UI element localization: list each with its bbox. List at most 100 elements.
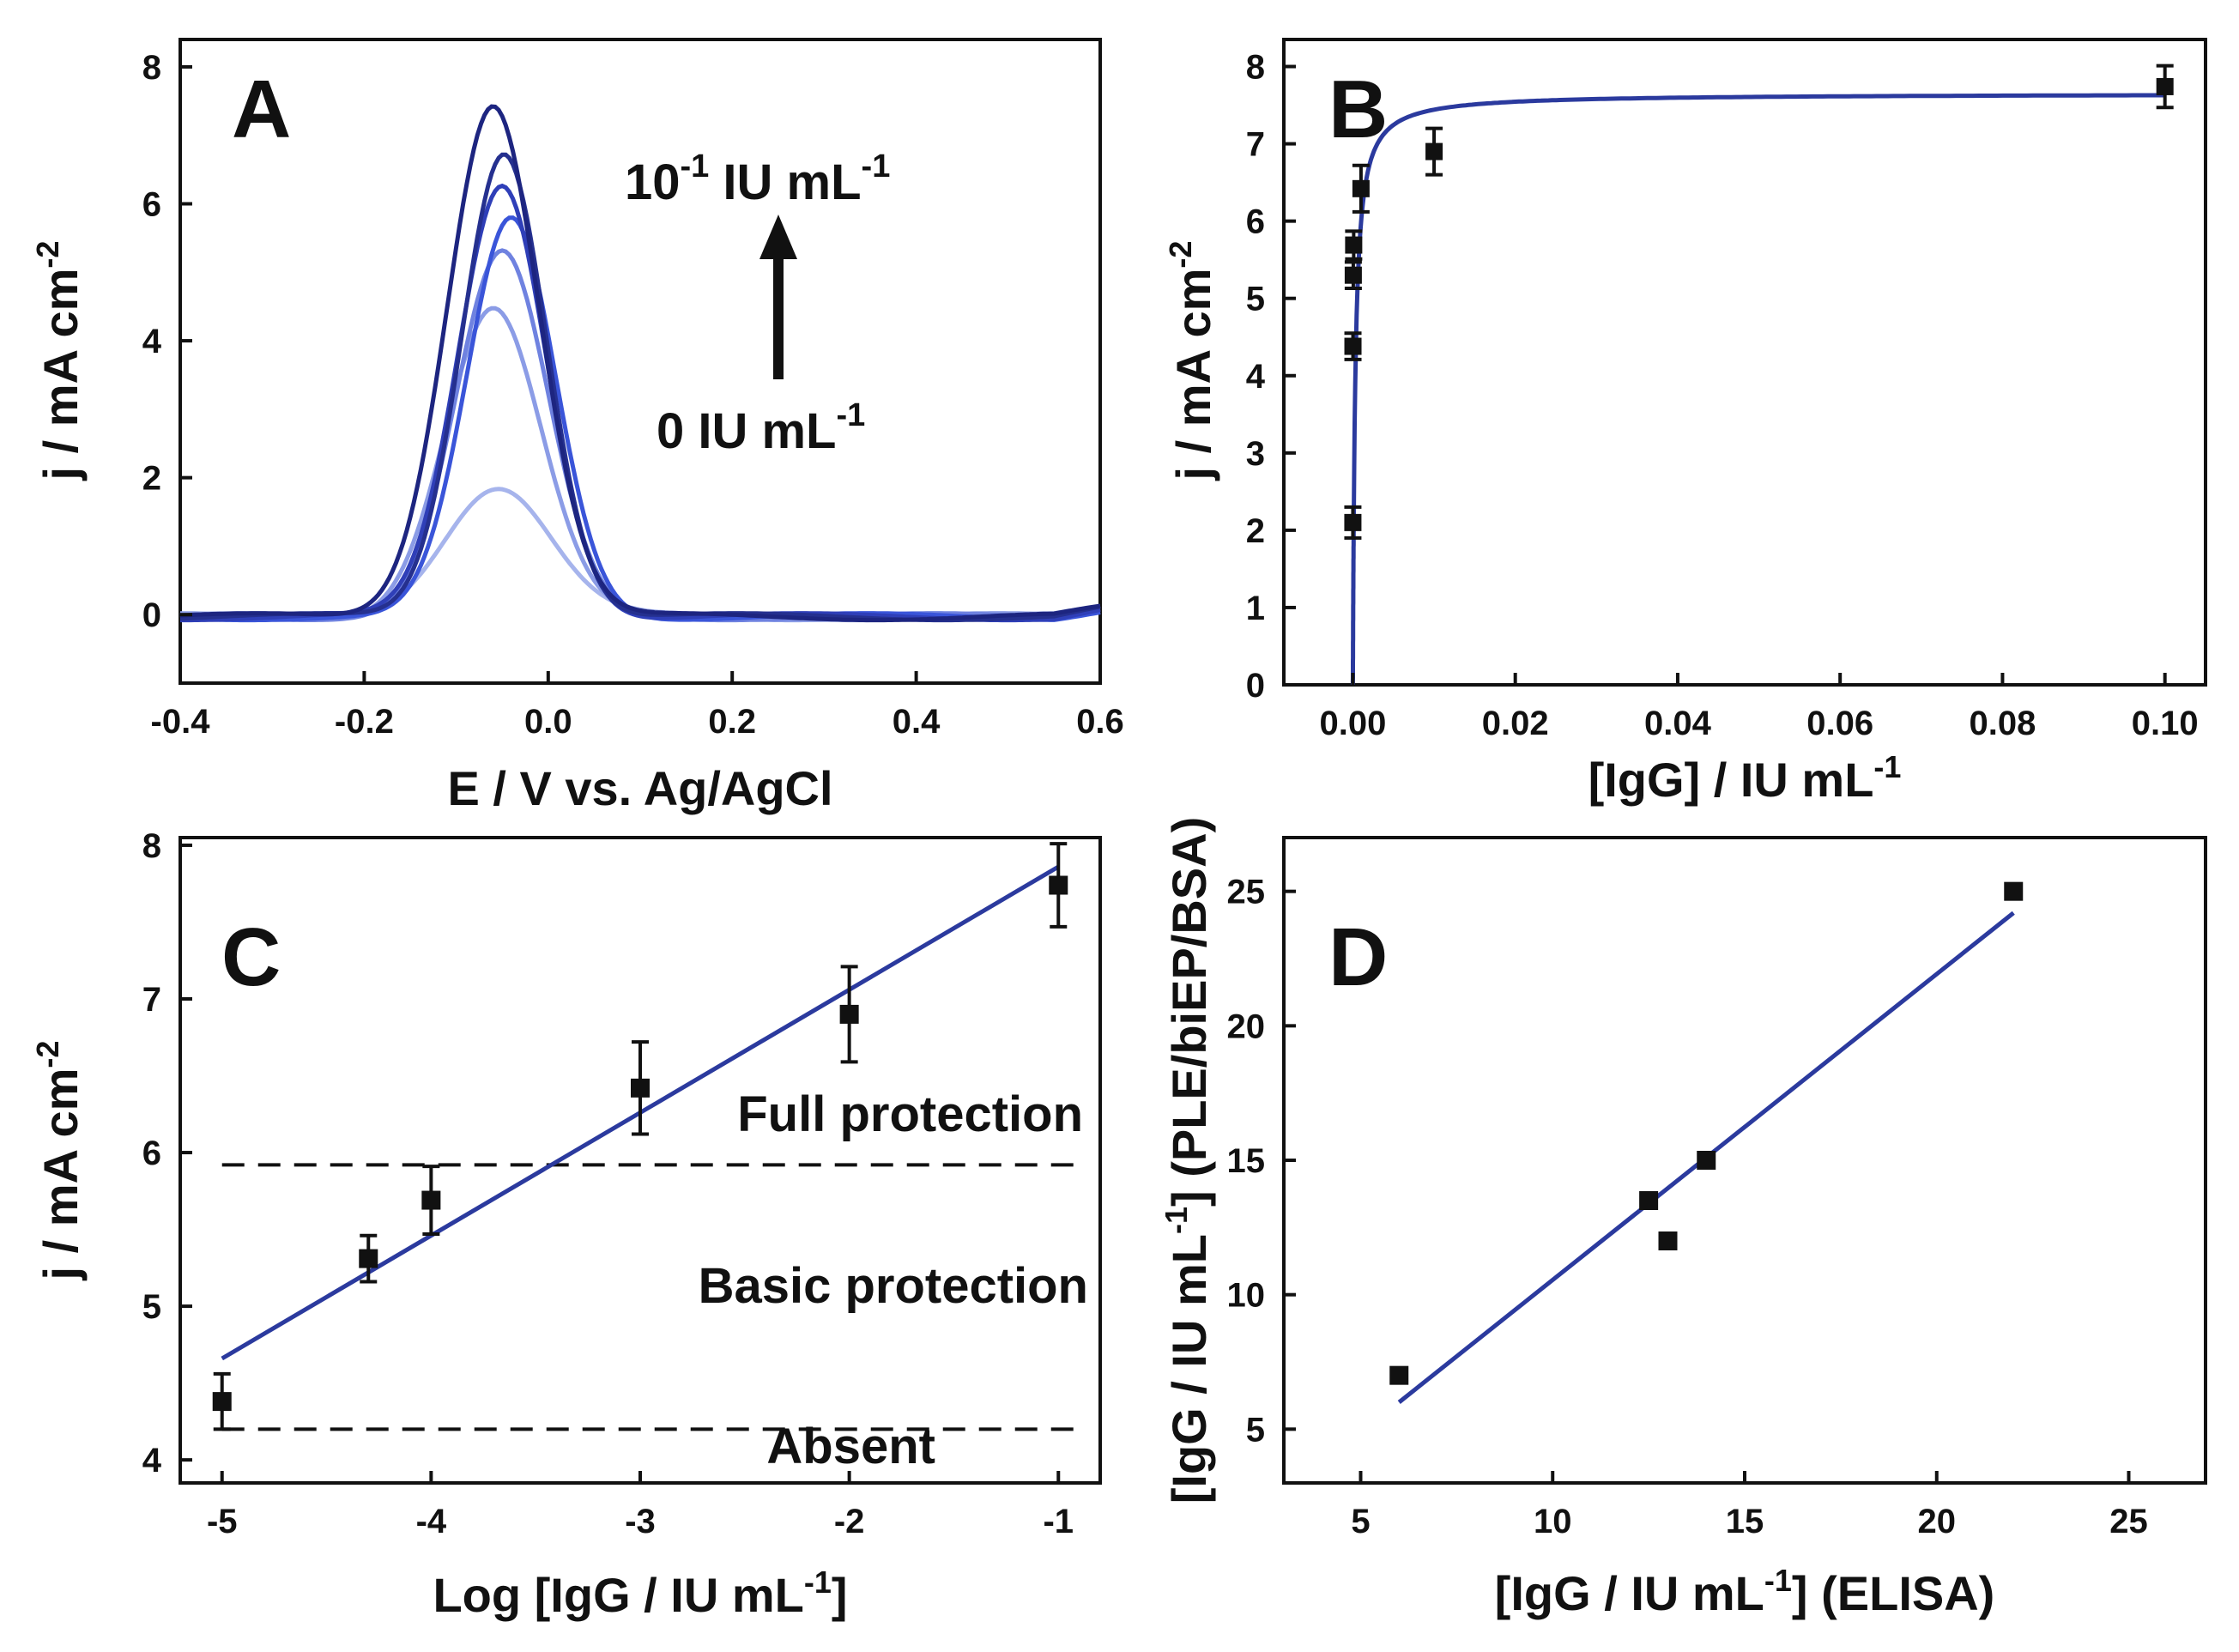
panel-c-label: C bbox=[221, 911, 281, 1003]
panel-a-y-tick-label: 8 bbox=[142, 49, 161, 87]
panel-b-x-tick-label: 0.08 bbox=[1970, 705, 2036, 742]
panel-b-x-tick-label: 0.02 bbox=[1482, 705, 1549, 742]
panel-a-x-tick-label: -0.2 bbox=[335, 703, 394, 741]
panel-a-y-axis-label-sup: -2 bbox=[30, 241, 65, 269]
panel-c-point bbox=[212, 1392, 232, 1412]
panel-a-y-ticks: 0 2 4 6 8 bbox=[142, 49, 192, 634]
panel-b-point bbox=[1425, 142, 1443, 160]
panel-c-x-axis-label: Log [IgG / IU mL-1] bbox=[433, 1564, 847, 1622]
panel-b-y-tick-label: 3 bbox=[1246, 435, 1265, 473]
panel-a-y-tick-label: 2 bbox=[142, 460, 161, 498]
panel-a-y-tick-label: 4 bbox=[142, 323, 162, 360]
panel-a-annotation-top: 10-1 IU mL-1 bbox=[625, 148, 890, 210]
panel-d-point bbox=[1697, 1151, 1716, 1170]
panel-d-y-axis-label: [IgG / IU mL-1] (PLE/biEP/BSA) bbox=[1159, 817, 1216, 1504]
panel-d-y-tick-label: 10 bbox=[1227, 1277, 1266, 1315]
panel-c-y-tick-label: 6 bbox=[142, 1135, 161, 1172]
panel-c-y-ticks: 4 5 6 7 8 bbox=[142, 827, 192, 1480]
panel-d-y-tick-label: 5 bbox=[1246, 1411, 1265, 1449]
panel-c-region-full: Full protection bbox=[737, 1086, 1083, 1142]
panel-c-region-basic: Basic protection bbox=[699, 1258, 1088, 1314]
panel-a-annotation-bottom: 0 IU mL-1 bbox=[657, 397, 865, 459]
panel-c-points bbox=[212, 842, 1068, 1431]
panel-c-x-tick-label: -3 bbox=[625, 1503, 656, 1540]
panel-c-point bbox=[1049, 875, 1068, 895]
panel-b-fit bbox=[1350, 93, 2165, 685]
panel-c-point bbox=[359, 1249, 378, 1268]
panel-b-y-tick-label: 0 bbox=[1246, 667, 1265, 705]
panel-a-series-c3 bbox=[179, 248, 1101, 623]
panel-c-region-absent: Absent bbox=[766, 1419, 935, 1474]
panel-d-point bbox=[1639, 1191, 1659, 1210]
panel-c-point bbox=[839, 1004, 859, 1024]
panel-a-x-tick-label: 0.2 bbox=[708, 703, 756, 741]
panel-d-point bbox=[1658, 1231, 1678, 1250]
panel-d: D 5 10 15 20 25 5 10 15 20 25 [IgG / IU mL-1] (E… bbox=[1159, 817, 2207, 1620]
panel-a-series-c6 bbox=[179, 152, 1101, 623]
panel-d-points bbox=[1389, 881, 2024, 1385]
panel-a-x-tick-label: 0.4 bbox=[893, 703, 941, 741]
panel-b-y-tick-label: 7 bbox=[1246, 126, 1265, 164]
panel-b-x-tick-label: 0.00 bbox=[1320, 705, 1387, 742]
panel-b-x-tick-label: 0.10 bbox=[2132, 705, 2199, 742]
panel-b-x-tick-label: 0.04 bbox=[1644, 705, 1712, 742]
panel-a: A -0.4 -0.2 0.0 0.2 0.4 0.6 0 2 4 6 8 E / V vs. A… bbox=[30, 38, 1124, 815]
panel-b-y-tick-label: 2 bbox=[1246, 512, 1265, 550]
panel-a-series-c1 bbox=[179, 487, 1101, 623]
panel-b-x-axis-label: [IgG] / IU mL-1 bbox=[1588, 749, 1902, 807]
panel-d-y-ticks: 5 10 15 20 25 bbox=[1227, 874, 1296, 1449]
panel-a-series-c4 bbox=[179, 215, 1101, 623]
panel-d-x-tick-label: 25 bbox=[2109, 1503, 2148, 1540]
panel-d-y-tick-label: 25 bbox=[1227, 874, 1266, 911]
panel-c-y-tick-label: 8 bbox=[142, 827, 161, 865]
panel-a-y-tick-label: 0 bbox=[142, 596, 161, 634]
panel-a-y-axis-label: j / mA cm-2 bbox=[30, 241, 88, 481]
panel-a-x-tick-label: -0.4 bbox=[151, 703, 211, 741]
panel-c-x-tick-label: -5 bbox=[207, 1503, 238, 1540]
panel-d-y-tick-label: 15 bbox=[1227, 1142, 1266, 1180]
panel-c-point bbox=[631, 1078, 650, 1098]
panel-b-point bbox=[2156, 77, 2174, 95]
panel-a-series-c2 bbox=[179, 306, 1101, 623]
panel-c-x-tick-label: -2 bbox=[834, 1503, 865, 1540]
panel-b-frame bbox=[1282, 38, 2207, 687]
panel-a-curves bbox=[179, 104, 1101, 623]
panel-d-point bbox=[2004, 881, 2024, 901]
panel-a-x-tick-label: 0.0 bbox=[524, 703, 572, 741]
panel-d-y-tick-label: 20 bbox=[1227, 1008, 1266, 1045]
panel-c-frame bbox=[179, 836, 1102, 1485]
panel-b-y-tick-label: 4 bbox=[1246, 358, 1266, 396]
panel-b-fit-curve bbox=[1350, 93, 2165, 685]
panel-b-x-ticks: 0.00 0.02 0.04 0.06 0.08 0.10 bbox=[1320, 673, 2199, 742]
panel-b-y-tick-label: 1 bbox=[1246, 590, 1265, 627]
panel-b-y-tick-label: 5 bbox=[1246, 281, 1265, 318]
panel-b-y-tick-label: 8 bbox=[1246, 49, 1265, 87]
panel-b-point bbox=[1344, 266, 1362, 284]
panel-b-y-tick-label: 6 bbox=[1246, 203, 1265, 241]
panel-a-series-c5 bbox=[180, 183, 1101, 623]
panel-d-label: D bbox=[1328, 911, 1388, 1003]
panel-c-y-tick-label: 4 bbox=[142, 1442, 162, 1480]
panel-c-y-axis-label: j / mA cm-2 bbox=[30, 1041, 88, 1281]
panel-b-point bbox=[1344, 337, 1362, 355]
panel-c-y-tick-label: 7 bbox=[142, 981, 161, 1019]
panel-a-series-c7 bbox=[179, 104, 1101, 623]
panel-b-points bbox=[1344, 64, 2174, 540]
panel-b-x-tick-label: 0.06 bbox=[1806, 705, 1873, 742]
panel-d-point bbox=[1389, 1365, 1409, 1385]
panel-b-point bbox=[1344, 513, 1362, 531]
panel-a-x-axis-label: E / V vs. Ag/AgCl bbox=[447, 761, 832, 815]
panel-c: C -5 -4 -3 -2 -1 4 5 6 7 8 Full protection Basic… bbox=[30, 827, 1102, 1622]
panel-c-x-tick-label: -1 bbox=[1043, 1503, 1074, 1540]
panel-c-point bbox=[421, 1190, 441, 1210]
panel-d-x-tick-label: 20 bbox=[1918, 1503, 1957, 1540]
panel-d-x-tick-label: 15 bbox=[1726, 1503, 1764, 1540]
panel-a-x-tick-label: 0.6 bbox=[1076, 703, 1124, 741]
panel-a-arrow-head bbox=[759, 215, 797, 259]
panel-c-y-tick-label: 5 bbox=[142, 1288, 161, 1326]
panel-c-x-ticks: -5 -4 -3 -2 -1 bbox=[207, 1471, 1074, 1540]
panel-b-point bbox=[1352, 179, 1370, 197]
panel-c-x-tick-label: -4 bbox=[416, 1503, 447, 1540]
